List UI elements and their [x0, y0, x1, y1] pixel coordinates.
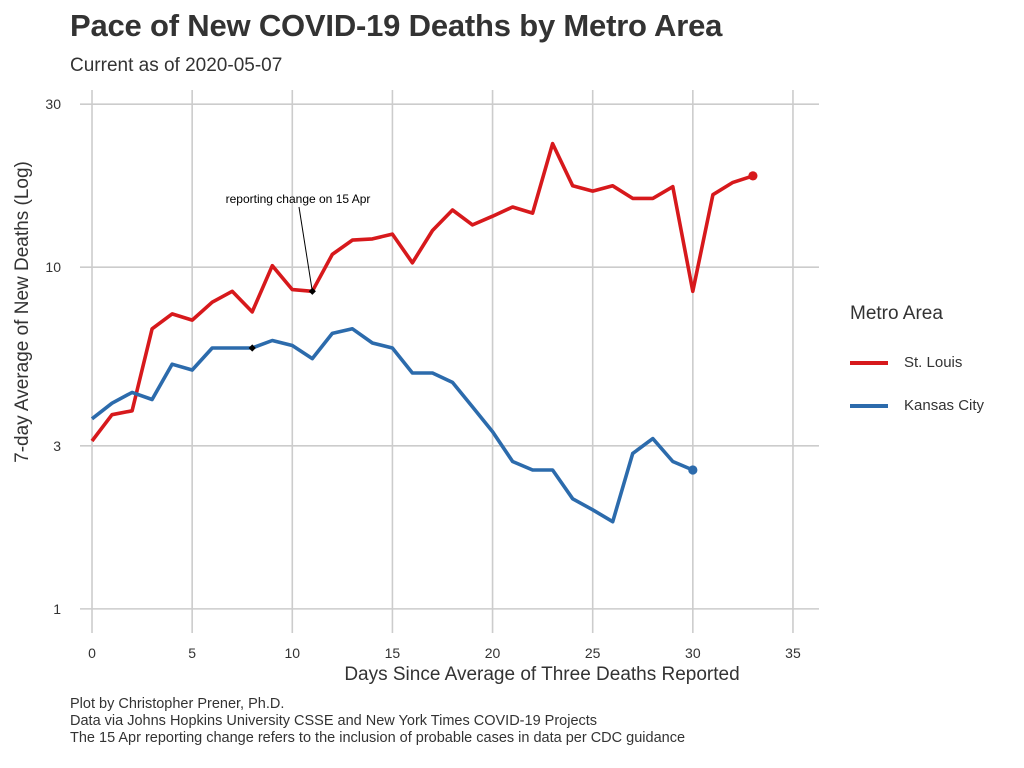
x-tick-label: 35 [785, 645, 801, 661]
caption: Plot by Christopher Prener, Ph.D. Data v… [70, 696, 685, 747]
legend: Metro Area St. Louis Kansas City [850, 303, 984, 427]
legend-swatch-kansas-city [850, 403, 888, 408]
x-tick-label: 30 [685, 645, 701, 661]
annotation-leader-line [298, 206, 313, 292]
legend-title: Metro Area [850, 303, 943, 324]
series-line-st-louis [90, 141, 754, 443]
x-tick-label: 20 [485, 645, 501, 661]
x-tick-label: 25 [585, 645, 601, 661]
highlight-point [308, 287, 316, 295]
legend-label-st-louis: St. Louis [904, 354, 963, 371]
chart-subtitle: Current as of 2020-05-07 [70, 55, 283, 76]
series-endpoint-kansas-city [688, 465, 698, 475]
caption-line: Plot by Christopher Prener, Ph.D. [70, 696, 285, 712]
y-tick-label: 10 [45, 259, 61, 275]
caption-line: The 15 Apr reporting change refers to th… [70, 730, 686, 746]
series-endpoint-st-louis [748, 171, 758, 181]
x-tick-label: 5 [188, 645, 196, 661]
highlight-point [248, 344, 256, 352]
series-line-kansas-city [90, 326, 694, 524]
legend-item-kansas-city: Kansas City [850, 384, 984, 427]
chart-title: Pace of New COVID-19 Deaths by Metro Are… [70, 8, 723, 43]
x-tick-label: 15 [385, 645, 401, 661]
y-tick-label: 30 [45, 96, 61, 112]
caption-line: Data via Johns Hopkins University CSSE a… [70, 713, 598, 729]
x-tick-label: 10 [284, 645, 300, 661]
legend-item-st-louis: St. Louis [850, 341, 984, 384]
x-tick-label: 0 [88, 645, 96, 661]
y-tick-label: 3 [53, 438, 61, 454]
legend-swatch-st-louis [850, 360, 888, 365]
legend-label-kansas-city: Kansas City [904, 397, 985, 414]
annotation-text: reporting change on 15 Apr [226, 192, 371, 206]
x-axis-label: Days Since Average of Three Deaths Repor… [344, 664, 740, 685]
y-tick-label: 1 [53, 601, 61, 617]
